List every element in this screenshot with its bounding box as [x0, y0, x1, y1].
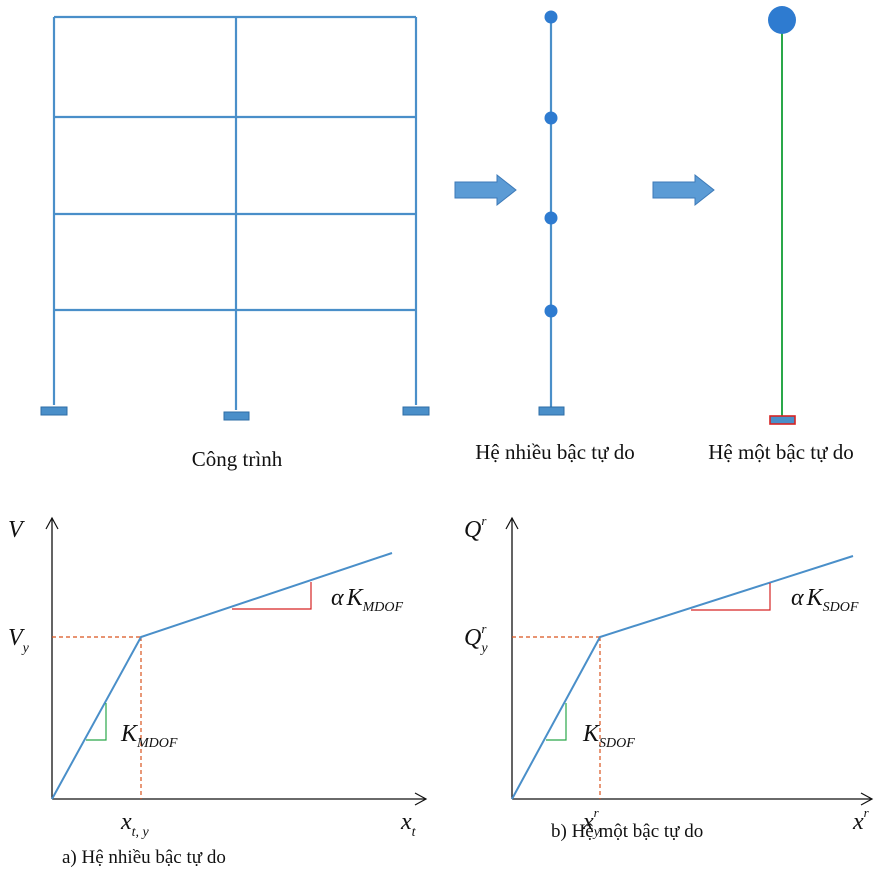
- sdof-caption: Hệ một bậc tự do: [708, 440, 854, 464]
- graph-b-x-axis-label: xr: [852, 805, 870, 835]
- graph-a-yield-force-label: Vy: [8, 625, 30, 656]
- frame-caption: Công trình: [192, 447, 283, 471]
- right-arrow-icon: [454, 173, 517, 207]
- graph-b-initial-stiffness-triangle: [546, 703, 567, 741]
- right-arrow-icon: [652, 173, 715, 207]
- graph-a-post-stiffness-label: α KMDOF: [331, 585, 404, 615]
- graph-a-y-axis-label: V: [8, 517, 25, 543]
- graph-b-caption: b) Hệ một bậc tự do: [551, 821, 703, 842]
- graph-a-caption: a) Hệ nhiều bậc tự do: [62, 847, 226, 868]
- mdof-support: [538, 406, 565, 416]
- graph-a-yield-disp-label: xt, y: [120, 809, 150, 840]
- graph-b: Qr Qr y KSDOF α KSDOF xr y xr b) Hệ một bậc…: [464, 513, 874, 842]
- graph-b-post-stiffness-label: α KSDOF: [791, 585, 859, 615]
- graph-a: V Vy KMDOF α KMDOF xt, y xt a) Hệ nhiều b…: [8, 516, 428, 868]
- frame-supports: [40, 406, 430, 421]
- graph-a-x-axis-label: xt: [400, 809, 417, 840]
- building-frame: [52, 15, 418, 410]
- graph-a-initial-stiffness-triangle: [86, 703, 107, 741]
- graph-b-y-axis-label: Qr: [464, 513, 487, 543]
- support-middle: [223, 411, 250, 421]
- graph-a-initial-stiffness-label: KMDOF: [120, 721, 178, 751]
- support-right: [402, 406, 430, 416]
- mdof-mass-4: [544, 10, 558, 24]
- support-left: [40, 406, 68, 416]
- graph-b-post-stiffness-triangle: [691, 583, 771, 611]
- graph-a-capacity-curve: [51, 552, 393, 800]
- graph-b-yield-force-label: Qr y: [464, 621, 488, 656]
- mdof-mass-3: [544, 111, 558, 125]
- mdof-mass-1: [544, 304, 558, 318]
- graph-b-initial-stiffness-label: KSDOF: [582, 721, 635, 751]
- graph-a-post-stiffness-triangle: [232, 582, 312, 610]
- graph-b-capacity-curve: [511, 555, 854, 800]
- graph-b-yield-disp-label: xr y: [582, 805, 601, 840]
- mdof-mass-2: [544, 211, 558, 225]
- sdof-stick-model: [768, 6, 796, 425]
- mdof-stick-model: [538, 10, 565, 416]
- sdof-mass: [768, 6, 796, 34]
- mdof-caption: Hệ nhiều bậc tự do: [475, 440, 635, 464]
- sdof-support: [769, 415, 796, 425]
